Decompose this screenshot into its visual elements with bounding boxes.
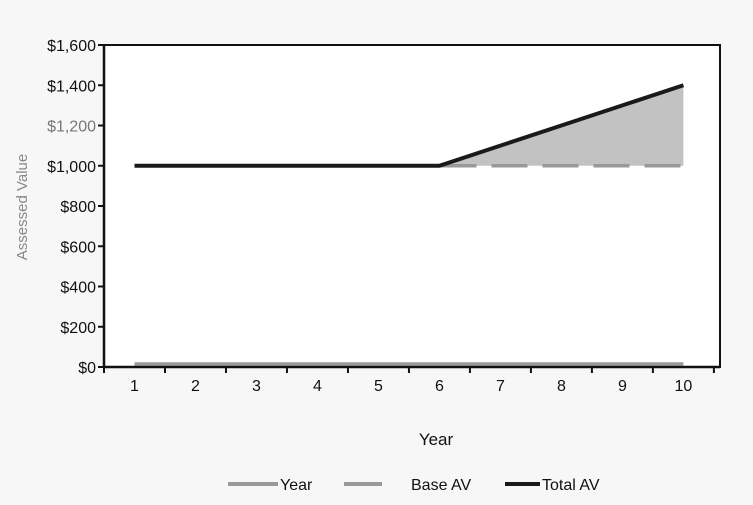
legend-item-base-av: Base AV	[344, 477, 472, 494]
legend-label: Total AV	[542, 477, 600, 494]
x-axis-title: Year	[419, 430, 454, 449]
y-tick-label: $200	[60, 320, 96, 337]
y-tick-label: $1,400	[47, 78, 96, 95]
x-tick-label: 7	[496, 378, 505, 395]
legend-item-total-av: Total AV	[505, 477, 600, 494]
series-line-total-av	[134, 83, 685, 168]
legend-label: Year	[280, 477, 313, 494]
x-tick-label: 8	[557, 378, 566, 395]
plot-background	[104, 45, 720, 367]
x-tick-label: 9	[618, 378, 627, 395]
y-tick-label: $400	[60, 280, 96, 297]
legend: Year Base AV Total AV	[228, 477, 600, 494]
x-tick-label: 1	[130, 378, 139, 395]
shaded-area-total-minus-base	[134, 85, 684, 166]
x-tick-label: 3	[252, 378, 261, 395]
x-tick-label: 10	[675, 378, 693, 395]
y-tick-label: $1,000	[47, 159, 96, 176]
legend-label: Base AV	[411, 477, 472, 494]
y-axis-title: Assessed Value	[14, 154, 31, 260]
y-tick-label: $1,600	[47, 38, 96, 55]
x-tick-label: 6	[435, 378, 444, 395]
x-tick-label: 5	[374, 378, 383, 395]
y-tick-label: $1,200	[47, 119, 96, 136]
y-tick-label: $600	[60, 239, 96, 256]
x-tick-label: 4	[313, 378, 322, 395]
x-tick-label: 2	[191, 378, 200, 395]
y-tick-label: $0	[78, 360, 96, 377]
legend-item-year: Year	[228, 477, 313, 494]
y-tick-label: $800	[60, 199, 96, 216]
